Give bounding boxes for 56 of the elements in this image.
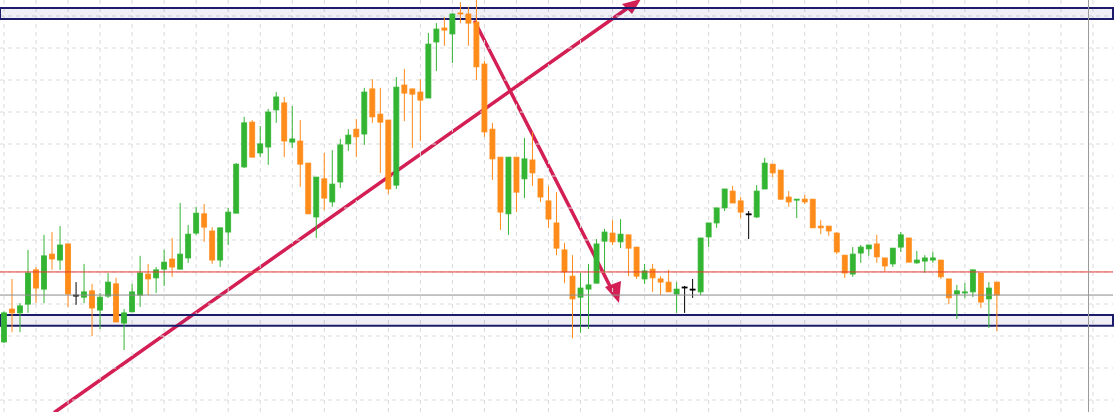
- candlestick: [145, 263, 152, 296]
- candlestick: [745, 210, 752, 240]
- candlestick: [129, 283, 136, 313]
- candlestick: [17, 302, 23, 333]
- candlestick: [945, 278, 952, 305]
- candlestick: [193, 206, 200, 236]
- candlestick: [377, 87, 384, 174]
- candlestick: [49, 231, 55, 271]
- candlestick: [441, 16, 448, 47]
- candlestick: [953, 284, 960, 320]
- candlestick: [449, 12, 456, 64]
- candlestick: [169, 237, 176, 278]
- candlestick: [353, 118, 360, 158]
- candlestick: [177, 202, 184, 270]
- candlestick: [545, 185, 552, 229]
- candlestick: [225, 207, 232, 246]
- candlestick: [537, 178, 544, 203]
- candlestick: [89, 283, 95, 337]
- candlestick: [345, 128, 352, 152]
- candlestick: [849, 246, 856, 278]
- candlestick: [521, 137, 528, 199]
- candlestick: [889, 247, 896, 268]
- candlestick: [289, 105, 296, 149]
- candlestick: [897, 231, 904, 253]
- candlestick: [185, 224, 192, 264]
- candlestick: [673, 281, 680, 314]
- candlestick: [961, 282, 968, 299]
- candlestick: [257, 125, 264, 158]
- candlestick: [433, 22, 440, 72]
- candlestick: [329, 149, 336, 208]
- candlestick: [561, 242, 568, 284]
- candlestick: [873, 234, 880, 264]
- candlestick: [137, 255, 144, 308]
- candlestick: [161, 249, 168, 287]
- candlestick: [793, 198, 800, 219]
- candlestick: [273, 91, 280, 124]
- candlestick: [737, 196, 744, 219]
- candlestick: [833, 231, 840, 255]
- candlestick: [321, 152, 328, 211]
- candlestick: [969, 269, 976, 298]
- candlestick: [609, 219, 616, 246]
- candlestick: [993, 281, 1000, 332]
- candlestick: [201, 203, 208, 243]
- candlestick: [937, 259, 944, 280]
- candlestick: [617, 218, 624, 249]
- candlestick: [985, 281, 992, 329]
- candlestick: [569, 254, 576, 339]
- candlestick: [9, 278, 15, 333]
- candlestick: [841, 254, 848, 279]
- candlestick: [601, 228, 608, 274]
- candlestick: [297, 119, 304, 188]
- candlestick: [529, 131, 536, 187]
- candlestick: [33, 266, 39, 304]
- candlestick: [121, 308, 128, 351]
- candlestick: [97, 292, 103, 330]
- candlestick: [57, 225, 63, 271]
